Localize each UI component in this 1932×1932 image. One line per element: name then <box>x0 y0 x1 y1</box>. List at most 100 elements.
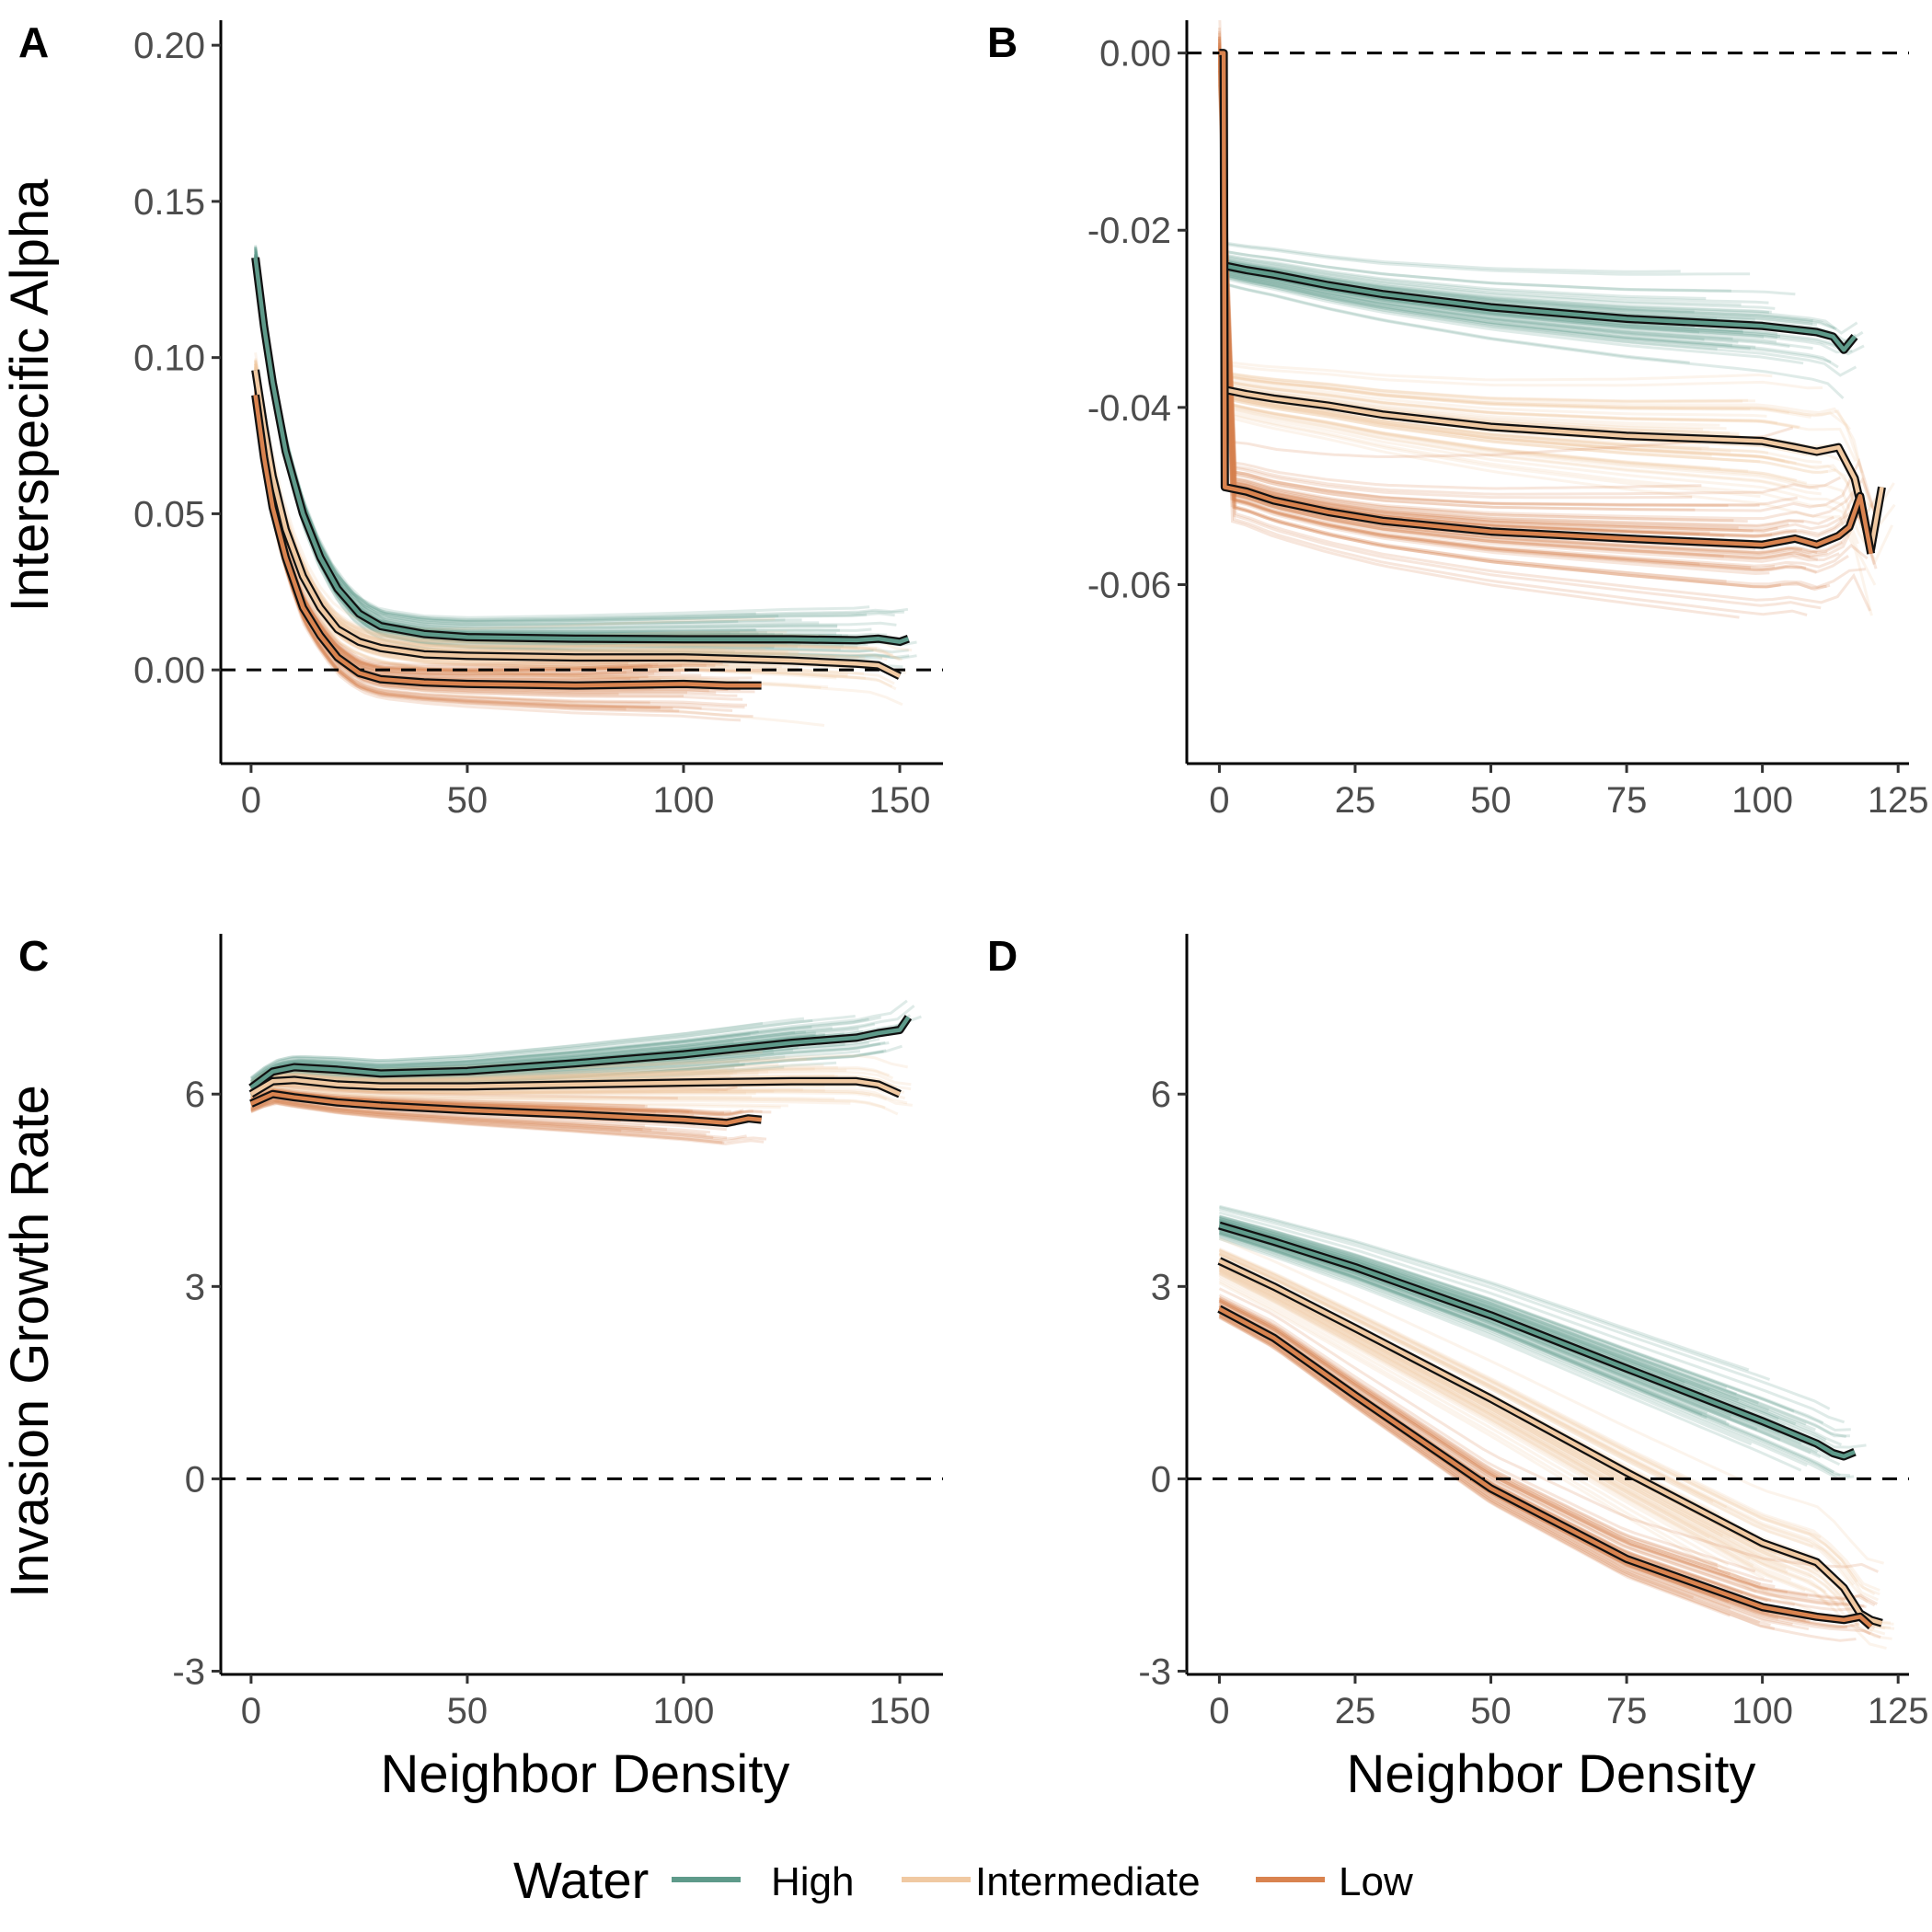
draw-line <box>1218 1220 1797 1426</box>
draw-line <box>1225 379 1800 429</box>
draw-line <box>254 375 837 680</box>
y-tick-label: 0.20 <box>133 26 205 66</box>
draw-line <box>1217 62 1869 569</box>
draw-line <box>1218 1299 1788 1594</box>
draw-line <box>249 1026 833 1085</box>
draw-line <box>1224 402 1894 564</box>
draw-line <box>254 385 628 670</box>
draw-line <box>1224 401 1721 470</box>
draw-line <box>1217 76 1871 612</box>
draw-line <box>1225 374 1789 415</box>
draw-line <box>250 1097 645 1128</box>
draw-line <box>1219 1205 1771 1381</box>
draw-line <box>1224 268 1853 354</box>
x-tick-label: 0 <box>241 1691 261 1731</box>
draw-line <box>1218 1263 1886 1636</box>
x-tick-label: 50 <box>1470 780 1512 821</box>
draw-line <box>254 408 742 722</box>
draw-line <box>1224 401 1749 473</box>
draw-line <box>249 1017 805 1079</box>
draw-line <box>250 1101 723 1144</box>
draw-line <box>254 252 838 631</box>
draw-line <box>1225 374 1872 508</box>
draw-line <box>1224 273 1751 351</box>
mean-line-outline-high <box>251 257 910 647</box>
y-tick-label: 3 <box>185 1267 205 1307</box>
draw-line <box>250 1030 807 1086</box>
draw-line <box>254 258 898 646</box>
y-tick-label: 6 <box>1151 1075 1171 1115</box>
draw-line <box>254 405 661 710</box>
draw-line <box>250 1064 824 1089</box>
draw-line <box>250 1005 915 1085</box>
draw-line <box>1224 271 1739 344</box>
draw-line <box>1224 274 1832 363</box>
x-tick-label: 100 <box>1731 1691 1793 1731</box>
draw-line <box>249 1021 764 1079</box>
draw-line <box>254 362 894 657</box>
draw-line <box>1218 1268 1840 1607</box>
draw-line <box>1218 1251 1728 1509</box>
draw-line <box>1218 1236 1802 1472</box>
draw-line <box>1225 384 1704 431</box>
draw-line <box>254 263 760 656</box>
y-tick-label: 0.15 <box>133 182 205 223</box>
draw-line <box>1225 371 1755 403</box>
draw-line <box>250 1086 835 1103</box>
draw-line <box>254 363 788 648</box>
draw-line <box>1224 393 1823 464</box>
draw-line <box>1224 401 1798 482</box>
draw-line <box>254 250 820 628</box>
draw-line <box>250 1088 690 1114</box>
draw-line <box>250 1072 733 1092</box>
panel-tag-a: A <box>18 18 49 66</box>
draw-line <box>254 402 650 705</box>
panel-tag-b: B <box>987 18 1018 66</box>
draw-line <box>1218 1302 1865 1608</box>
draw-line <box>254 403 745 709</box>
y-tick-label: -3 <box>172 1652 205 1693</box>
draw-line <box>254 366 799 654</box>
draw-line <box>1217 58 1811 559</box>
draw-line <box>250 1088 851 1105</box>
draw-line <box>250 1041 886 1093</box>
draw-line <box>250 1088 731 1114</box>
draw-line <box>254 363 903 661</box>
draw-line <box>249 1018 869 1083</box>
draw-line <box>1225 253 1707 300</box>
draw-line <box>250 1100 767 1143</box>
draw-line <box>1224 268 1778 339</box>
draw-line <box>254 374 893 688</box>
draw-line <box>250 1084 746 1100</box>
y-tick-label: 6 <box>185 1075 205 1115</box>
draw-line <box>1224 272 1733 347</box>
draw-line <box>1219 1214 1795 1413</box>
draw-line <box>250 1087 645 1108</box>
draw-line <box>1218 1313 1731 1610</box>
draw-line <box>1218 1247 1880 1592</box>
draw-line <box>250 1049 887 1097</box>
draw-line <box>1224 270 1777 343</box>
draw-line <box>1225 259 1858 335</box>
draw-line <box>1217 47 1861 533</box>
draw-line <box>1224 275 1718 351</box>
draw-line <box>249 1016 882 1083</box>
y-tick-label: -0.04 <box>1087 388 1171 429</box>
draw-line <box>1217 56 1876 566</box>
draw-line <box>1225 259 1837 331</box>
draw-line <box>1218 1236 1884 1565</box>
draw-line <box>250 1056 761 1094</box>
draw-line <box>1219 1216 1738 1396</box>
draw-line <box>1225 254 1769 305</box>
draw-line <box>250 1067 815 1091</box>
draw-line <box>1218 1266 1812 1579</box>
draw-line <box>250 1101 725 1144</box>
draw-line <box>250 1098 643 1132</box>
draw-line <box>1224 273 1756 349</box>
draw-line <box>1224 270 1790 349</box>
draw-line <box>1224 405 1822 496</box>
draw-line <box>1218 1298 1762 1586</box>
draw-line <box>1218 1228 1781 1442</box>
draw-line <box>250 1086 752 1102</box>
draw-line <box>1218 1294 1756 1573</box>
